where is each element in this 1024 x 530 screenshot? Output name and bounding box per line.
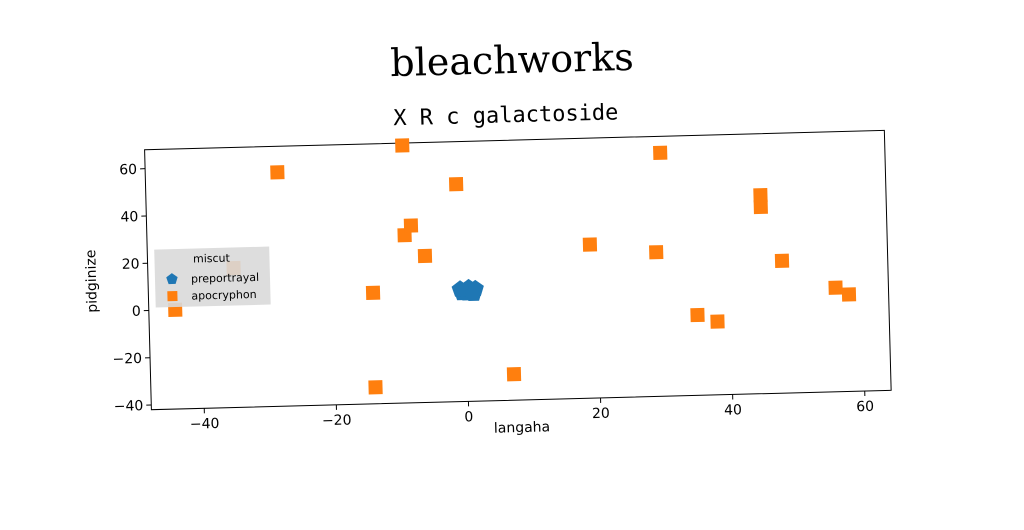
x-tick-label: 60 [856,399,874,415]
data-point-apocryphon [710,314,724,328]
data-point-apocryphon [842,287,856,301]
y-tick-label: 60 [119,162,137,178]
data-point-apocryphon [690,308,704,322]
data-point-apocryphon [507,367,521,381]
data-point-apocryphon [418,249,432,263]
data-point-apocryphon [828,281,842,295]
x-axis-label: langaha [494,419,551,436]
data-point-apocryphon [775,254,789,268]
x-tick-label: −20 [322,412,352,429]
y-axis-label: pidginize [83,249,101,313]
legend-title: miscut [193,252,231,266]
legend-label-apocryphon: apocryphon [191,288,257,303]
y-tick-label: −40 [114,398,144,415]
data-point-apocryphon [404,218,418,232]
x-tick-label: 40 [724,402,742,418]
x-tick-label: 20 [592,406,610,422]
data-point-apocryphon [366,286,380,300]
legend-marker-apocryphon [167,291,177,301]
x-tick-label: 0 [464,409,473,425]
data-point-apocryphon [395,138,409,152]
x-tick-label: −40 [190,416,220,433]
chart-title: X R c galactoside [393,100,619,131]
legend: miscut preportrayal apocryphon [154,247,270,308]
data-point-apocryphon [449,177,463,191]
data-point-apocryphon [368,380,382,394]
legend-label-preportrayal: preportrayal [191,271,259,286]
y-tick-label: −20 [112,351,142,368]
y-tick-label: 0 [132,304,141,320]
y-tick-label: 40 [120,209,138,225]
data-point-apocryphon [653,146,667,160]
data-point-apocryphon [583,237,597,251]
y-tick-label: 20 [122,256,140,272]
data-point-apocryphon [754,200,768,214]
data-point-apocryphon [270,165,284,179]
data-point-apocryphon [649,245,663,259]
